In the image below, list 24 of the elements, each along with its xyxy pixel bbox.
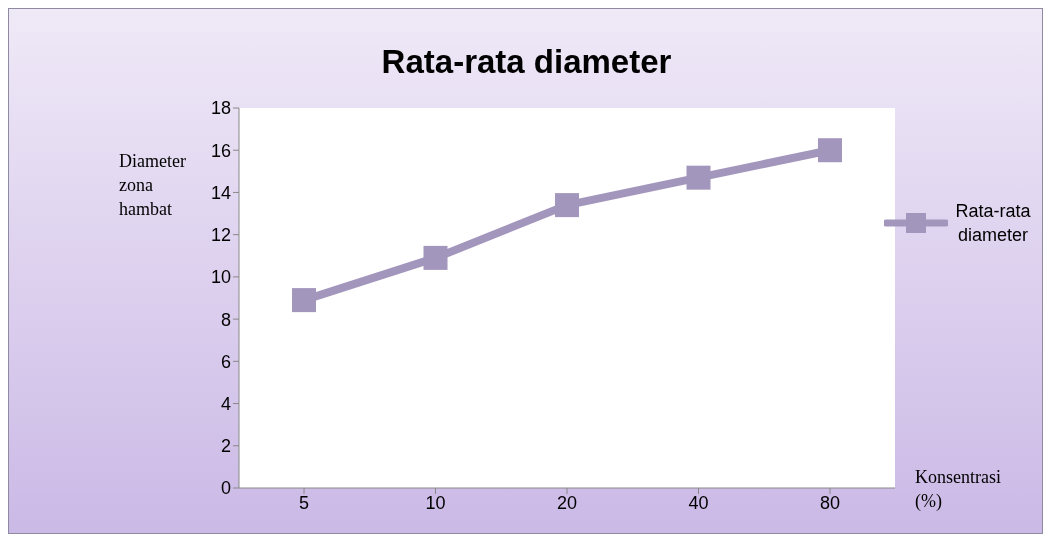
point (423, 245, 448, 270)
y-tick-label: 16 (210, 140, 231, 161)
y-tick-label: 0 (220, 478, 231, 499)
y-tick-label: 14 (210, 182, 231, 203)
y-axis-title: Diameter zona hambat (119, 150, 187, 221)
y-tick-label: 2 (220, 436, 231, 457)
y-tick-label: 4 (220, 393, 231, 414)
y-tick-label: 18 (210, 98, 231, 119)
point (686, 165, 711, 190)
point (818, 138, 842, 163)
x-tick-label: 5 (298, 492, 310, 513)
y-tick-label: 6 (220, 351, 231, 372)
y-tick-label: 12 (210, 225, 231, 246)
x-tick-label: 80 (819, 492, 841, 513)
point (292, 288, 316, 313)
chart-title: Rata-rata diameter (380, 43, 673, 81)
y-tick-label: 10 (210, 267, 231, 288)
legend-label: Rata-rata diameter (954, 200, 1032, 247)
x-tick-label: 10 (425, 492, 446, 513)
x-tick-label: 20 (556, 492, 578, 513)
x-tick-label: 40 (688, 492, 709, 513)
x-axis-title: Konsentrasi (%) (915, 466, 1002, 513)
y-tick-label: 8 (220, 309, 231, 330)
point (555, 193, 579, 218)
